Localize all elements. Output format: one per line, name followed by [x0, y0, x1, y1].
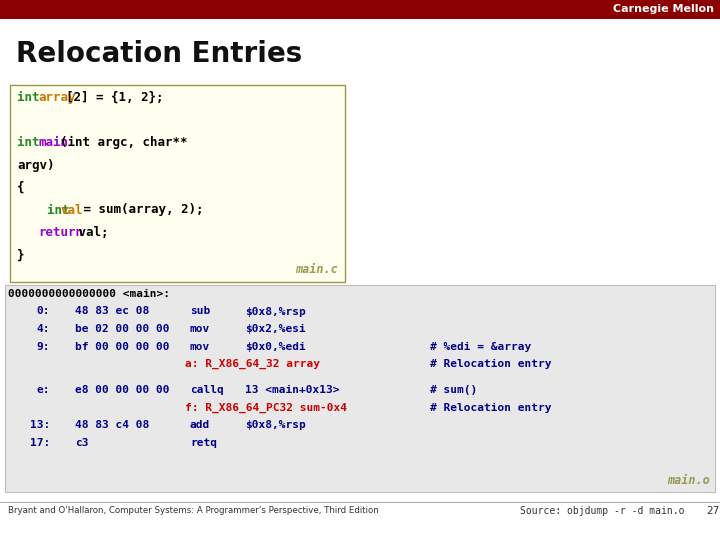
Text: main.o: main.o: [667, 474, 710, 487]
Text: }: }: [17, 248, 24, 261]
Text: {: {: [17, 181, 24, 194]
Text: callq: callq: [190, 385, 224, 395]
FancyBboxPatch shape: [5, 285, 715, 492]
Text: 48 83 c4 08: 48 83 c4 08: [75, 420, 149, 430]
Text: $0x2,%esi: $0x2,%esi: [245, 324, 306, 334]
Text: 13:: 13:: [30, 420, 50, 430]
Text: Relocation Entries: Relocation Entries: [16, 40, 302, 68]
Text: # sum(): # sum(): [430, 385, 477, 395]
Text: c3: c3: [75, 438, 89, 448]
Text: e8 00 00 00 00: e8 00 00 00 00: [75, 385, 169, 395]
Text: 0:: 0:: [37, 307, 50, 316]
Text: sub: sub: [190, 307, 210, 316]
Text: 48 83 ec 08: 48 83 ec 08: [75, 307, 149, 316]
Text: $0x0,%edi: $0x0,%edi: [245, 341, 306, 352]
Text: f: R_X86_64_PC32 sum-0x4: f: R_X86_64_PC32 sum-0x4: [185, 403, 347, 413]
Bar: [0, 0, 720, 19]
Text: int: int: [17, 204, 77, 217]
Text: Source: objdump -r -d main.o: Source: objdump -r -d main.o: [520, 506, 685, 516]
Text: # %edi = &array: # %edi = &array: [430, 341, 531, 352]
Text: mov: mov: [190, 324, 210, 334]
Text: a: R_X86_64_32 array: a: R_X86_64_32 array: [185, 359, 320, 369]
Text: (int argc, char**: (int argc, char**: [60, 136, 188, 149]
Text: int: int: [17, 136, 47, 149]
Text: be 02 00 00 00: be 02 00 00 00: [75, 324, 169, 334]
Text: main.c: main.c: [295, 263, 338, 276]
Text: 0000000000000000 <main>:: 0000000000000000 <main>:: [8, 289, 170, 299]
Text: retq: retq: [190, 438, 217, 448]
Text: Bryant and O'Hallaron, Computer Systems: A Programmer's Perspective, Third Editi: Bryant and O'Hallaron, Computer Systems:…: [8, 506, 379, 515]
Text: 9:: 9:: [37, 341, 50, 352]
Text: return: return: [39, 226, 84, 239]
Text: add: add: [190, 420, 210, 430]
Text: $0x8,%rsp: $0x8,%rsp: [245, 420, 306, 430]
Text: mov: mov: [190, 341, 210, 352]
Text: 27: 27: [706, 506, 719, 516]
Text: int: int: [17, 91, 47, 104]
Text: 13 <main+0x13>: 13 <main+0x13>: [245, 385, 340, 395]
Text: val;: val;: [71, 226, 109, 239]
Text: 17:: 17:: [30, 438, 50, 448]
Text: $0x8,%rsp: $0x8,%rsp: [245, 307, 306, 316]
Text: [2] = {1, 2};: [2] = {1, 2};: [66, 91, 163, 104]
Text: # Relocation entry: # Relocation entry: [430, 359, 552, 369]
Text: argv): argv): [17, 159, 55, 172]
Text: val: val: [60, 204, 83, 217]
Text: Carnegie Mellon: Carnegie Mellon: [613, 4, 714, 15]
Text: main: main: [39, 136, 68, 149]
Text: array: array: [39, 91, 76, 104]
Text: = sum(array, 2);: = sum(array, 2);: [76, 204, 204, 217]
Text: 4:: 4:: [37, 324, 50, 334]
Text: e:: e:: [37, 385, 50, 395]
Text: # Relocation entry: # Relocation entry: [430, 403, 552, 413]
FancyBboxPatch shape: [10, 85, 345, 282]
Text: bf 00 00 00 00: bf 00 00 00 00: [75, 341, 169, 352]
